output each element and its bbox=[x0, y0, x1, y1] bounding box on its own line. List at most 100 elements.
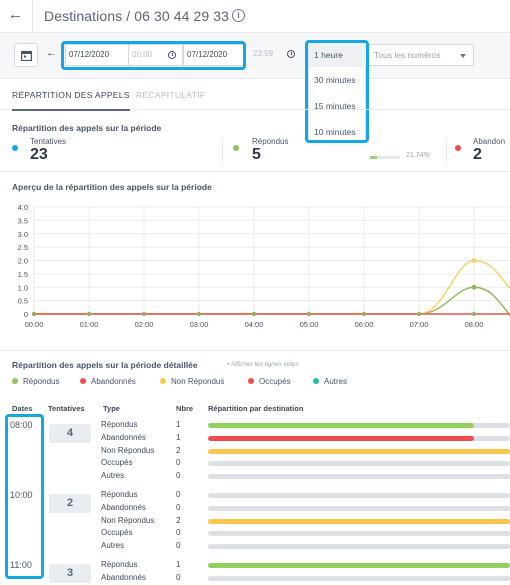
legend-item[interactable]: Répondus bbox=[12, 377, 59, 386]
distribution-bar-fill bbox=[208, 448, 510, 454]
distribution-bar-fill bbox=[208, 423, 474, 428]
distribution-bar bbox=[208, 474, 510, 480]
repondus-percent: 21.74% bbox=[406, 152, 430, 159]
tab-repartition[interactable]: RÉPARTITION DES APPELS bbox=[12, 90, 130, 111]
interval-dropdown[interactable]: 1 heure 30 minutes 15 minutes 10 minutes bbox=[308, 42, 367, 142]
row-type: Répondus bbox=[101, 490, 138, 499]
tab-bar: RÉPARTITION DES APPELS RÉCAPITULATIF bbox=[0, 80, 510, 111]
col-nbre: Nbre bbox=[176, 404, 194, 413]
abandon-label: Abandon bbox=[473, 137, 506, 146]
tentatives-badge: 2 bbox=[49, 494, 91, 513]
chevron-down-icon bbox=[460, 54, 466, 58]
repondus-dot bbox=[233, 145, 239, 151]
previous-arrow-icon[interactable]: ← bbox=[46, 47, 57, 59]
legend-item[interactable]: Autres bbox=[313, 377, 347, 386]
col-tentatives: Tentatives bbox=[48, 404, 85, 413]
data-point bbox=[86, 311, 92, 317]
start-date-field[interactable]: 07/12/2020 bbox=[65, 44, 129, 66]
summary-title: Répartition des appels sur la période bbox=[12, 123, 162, 133]
y-tick-label: 2.0 bbox=[18, 257, 28, 266]
numbers-select[interactable]: Tous les numéros bbox=[368, 44, 474, 66]
row-count: 0 bbox=[176, 502, 181, 512]
chart-title: Aperçu de la répartition des appels sur … bbox=[12, 182, 212, 192]
y-tick-label: 1.0 bbox=[18, 283, 28, 292]
back-arrow-icon[interactable]: ← bbox=[8, 6, 23, 23]
row-date: 08:00 bbox=[10, 420, 33, 430]
legend-item[interactable]: Occupés bbox=[248, 377, 291, 386]
data-point bbox=[31, 311, 37, 317]
legend-label: Autres bbox=[324, 377, 348, 386]
row-type: Abandonnés bbox=[101, 502, 146, 512]
y-tick-label: 0 bbox=[24, 310, 28, 319]
data-point bbox=[251, 311, 257, 317]
row-type: Occupés bbox=[101, 458, 133, 468]
row-type: Abandonnés bbox=[101, 572, 146, 582]
distribution-bar bbox=[208, 518, 510, 524]
x-tick-label: 07:00 bbox=[410, 320, 429, 329]
interval-option-1h[interactable]: 1 heure bbox=[309, 43, 367, 67]
line-chart: 0 0.5 1.0 1.5 2.0 2.5 3.0 3.5 4.0 00:00 01:00 02:00… bbox=[18, 203, 510, 329]
repondus-label: Répondus bbox=[252, 137, 289, 146]
y-tick-label: 1.5 bbox=[18, 270, 28, 279]
info-icon[interactable]: i bbox=[232, 9, 245, 22]
distribution-bar bbox=[208, 563, 510, 568]
calendar-icon bbox=[21, 50, 32, 61]
divider bbox=[32, 0, 33, 33]
row-count: 0 bbox=[176, 541, 181, 551]
row-type: Abandonnés bbox=[101, 432, 146, 442]
row-count: 0 bbox=[176, 528, 181, 538]
row-type: Répondus bbox=[101, 560, 138, 569]
row-count: 1 bbox=[176, 432, 181, 442]
legend-label: Abandonnés bbox=[91, 377, 136, 386]
x-tick-label: 05:00 bbox=[300, 320, 319, 329]
x-tick-label: 02:00 bbox=[135, 320, 154, 329]
distribution-bar bbox=[208, 531, 510, 537]
calendar-button[interactable] bbox=[14, 43, 38, 67]
tentatives-badge: 4 bbox=[49, 424, 91, 443]
repondus-value: 5 bbox=[252, 146, 261, 163]
numbers-select-value: Tous les numéros bbox=[374, 50, 441, 60]
tentatives-badge: 3 bbox=[49, 564, 91, 583]
abandon-value: 2 bbox=[473, 146, 482, 163]
distribution-bar bbox=[208, 423, 510, 428]
end-date-field[interactable]: 07/12/2020 bbox=[183, 44, 244, 66]
row-type: Autres bbox=[101, 541, 125, 551]
y-tick-label: 0.5 bbox=[18, 297, 28, 306]
data-point bbox=[141, 311, 147, 317]
y-tick-label: 3.0 bbox=[18, 230, 28, 239]
data-point bbox=[196, 311, 202, 317]
col-repartition: Répartition par destination bbox=[208, 404, 304, 413]
filter-bar: ← 07/12/2020 00:00 07/12/2020 23:59 Tous… bbox=[0, 33, 510, 79]
row-date: 10:00 bbox=[10, 490, 33, 500]
x-tick-label: 01:00 bbox=[80, 320, 99, 329]
start-time-field[interactable]: 00:00 bbox=[128, 44, 183, 66]
y-tick-label: 3.5 bbox=[18, 216, 28, 225]
distribution-bar bbox=[208, 575, 510, 581]
row-count: 1 bbox=[176, 560, 181, 569]
distribution-bar bbox=[208, 544, 510, 550]
interval-option-15m[interactable]: 15 minutes bbox=[314, 101, 356, 111]
legend-label: Non Répondus bbox=[171, 377, 225, 386]
interval-option-10m[interactable]: 10 minutes bbox=[314, 127, 356, 137]
divider bbox=[0, 171, 510, 172]
end-time-field[interactable]: 23:59 bbox=[250, 44, 300, 66]
show-empty-rows-link[interactable]: • Afficher les lignes vides bbox=[227, 361, 299, 368]
row-type: Non Répondus bbox=[101, 445, 155, 455]
legend-item[interactable]: Non Répondus bbox=[160, 377, 224, 386]
tentatives-value: 23 bbox=[30, 146, 48, 163]
interval-option-30m[interactable]: 30 minutes bbox=[314, 75, 356, 85]
clock-icon bbox=[287, 50, 295, 58]
row-count: 0 bbox=[176, 490, 181, 499]
page-title: Destinations / 06 30 44 29 33 bbox=[44, 8, 230, 24]
start-time-value: 00:00 bbox=[132, 50, 153, 59]
distribution-bar bbox=[208, 493, 510, 498]
legend-dot bbox=[313, 378, 319, 384]
legend-dot bbox=[12, 378, 18, 384]
y-tick-label: 2.5 bbox=[18, 243, 28, 252]
tab-recapitulatif[interactable]: RÉCAPITULATIF bbox=[136, 90, 206, 100]
row-type: Répondus bbox=[101, 420, 138, 429]
legend-item[interactable]: Abandonnés bbox=[80, 377, 136, 386]
divider bbox=[0, 350, 510, 351]
x-tick-label: 08:00 bbox=[465, 320, 484, 329]
data-point bbox=[416, 311, 422, 317]
